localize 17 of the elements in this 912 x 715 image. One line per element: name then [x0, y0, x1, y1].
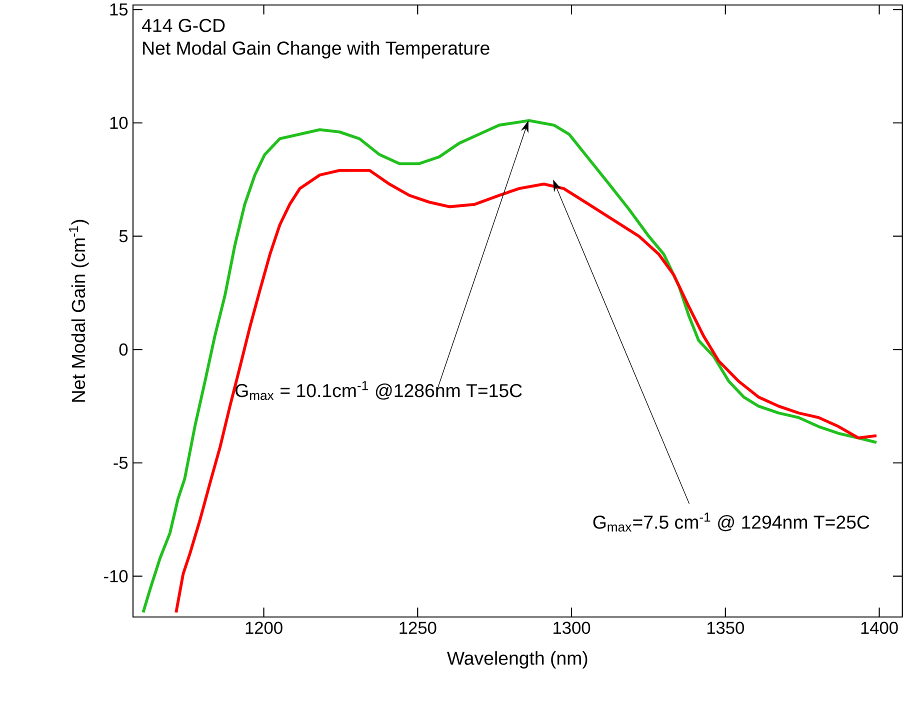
y-tick-label: -10	[104, 570, 128, 582]
y-axis-title: Net Modal Gain (cm$^{-1}$)	[68, 220, 89, 402]
y-tick-label: 0	[119, 343, 128, 356]
annotation: G$_{max}$=7.5 cm$^{-1}$ @ 1294nm T=25C	[593, 512, 870, 532]
annotation: G$_{max}$ = 10.1cm$^{-1}$ @1286nm T=15C	[236, 381, 522, 400]
y-tick-label: 10	[110, 116, 128, 129]
x-tick-label: 1400	[861, 622, 898, 634]
text: 414 G-CD	[142, 18, 225, 32]
text: Net Modal Gain Change with Temperature	[143, 41, 490, 58]
y-tick-label: 5	[119, 230, 128, 242]
x-tick-label: 1200	[246, 622, 282, 634]
x-tick-label: 1300	[554, 622, 590, 634]
x-tick-label: 1250	[400, 622, 436, 634]
y-tick-label: 15	[110, 3, 128, 16]
x-axis-title: Wavelength (nm)	[447, 651, 588, 669]
x-tick-label: 1350	[707, 622, 744, 634]
y-tick-label: -5	[114, 456, 128, 469]
